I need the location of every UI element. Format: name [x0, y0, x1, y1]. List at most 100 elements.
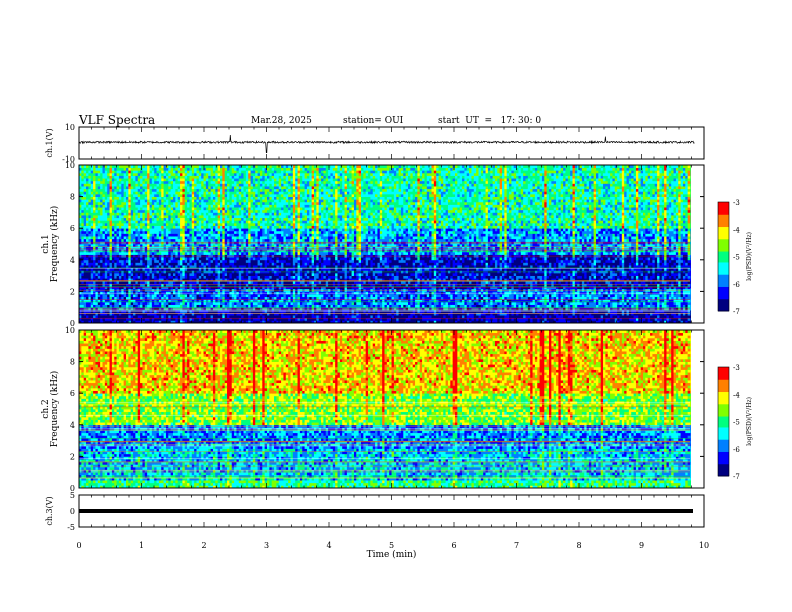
ch1-spec-cell: [204, 178, 207, 181]
ch1-spec-cell: [81, 247, 84, 250]
ch1-spec-cell: [199, 186, 202, 189]
ch1-spec-cell: [81, 297, 84, 300]
ch1-spec-cell: [150, 186, 153, 189]
ch1-spec-cell: [222, 191, 225, 194]
ch1-spec-cell: [239, 233, 242, 236]
ch1-spec-cell: [244, 223, 247, 226]
ch1-spec-cell: [112, 197, 115, 200]
ch1-spec-cell: [185, 305, 188, 308]
ch1-spec-cell: [154, 183, 157, 186]
ch1-spec-cell: [154, 168, 157, 171]
ch1-spec-cell: [145, 170, 148, 173]
ch1-spec-cell: [164, 236, 167, 239]
ch1-spec-cell: [135, 197, 138, 200]
ch1-spec-cell: [225, 239, 228, 242]
ch1-spec-cell: [178, 231, 181, 234]
ch1-spec-cell: [197, 312, 200, 315]
ch1-spec-cell: [182, 236, 185, 239]
ch1-spec-cell: [246, 205, 249, 208]
ch1-spec-cell: [114, 197, 117, 200]
ch1-spec-cell: [171, 178, 174, 181]
ch1-spec-cell: [211, 257, 214, 260]
ch1-spec-cell: [128, 252, 131, 255]
ch1-spec-cell: [199, 302, 202, 305]
ch1-spec-cell: [152, 176, 155, 179]
ch1-spec-cell: [262, 199, 265, 202]
ch1-spec-cell: [253, 178, 256, 181]
ch1-spec-cell: [220, 170, 223, 173]
ch1-spec-cell: [182, 191, 185, 194]
ch1-spec-cell: [126, 233, 129, 236]
ch1-spec-cell: [178, 226, 181, 229]
ch1-spec-cell: [187, 236, 190, 239]
ch1-spec-cell: [166, 186, 169, 189]
ch1-spec-cell: [114, 178, 117, 181]
ch1-spec-cell: [229, 223, 232, 226]
ch1-spec-cell: [255, 262, 258, 265]
ch1-spec-cell: [93, 302, 96, 305]
ch1-spec-cell: [119, 220, 122, 223]
ch1-spec-cell: [178, 252, 181, 255]
ch1-spec-cell: [121, 294, 124, 297]
ch1-spec-cell: [222, 315, 225, 318]
ch1-spec-cell: [232, 215, 235, 218]
ch1-spec-cell: [103, 173, 106, 176]
ch1-spec-cell: [211, 231, 214, 234]
ch1-spec-cell: [131, 262, 134, 265]
ch1-spec-cell: [194, 302, 197, 305]
ch1-spec-cell: [157, 191, 160, 194]
ch1-spec-cell: [84, 315, 87, 318]
ch1-spec-cell: [91, 262, 94, 265]
ch1-spec-cell: [262, 186, 265, 189]
ch1-spec-cell: [145, 239, 148, 242]
ch1-spec-cell: [208, 218, 211, 221]
ch1-spec-cell: [112, 170, 115, 173]
ch1-spec-cell: [98, 197, 101, 200]
ch1-spec-cell: [232, 186, 235, 189]
ch1-spec-cell: [157, 312, 160, 315]
ch1-spec-cell: [244, 186, 247, 189]
ch1-spec-cell: [157, 189, 160, 192]
ch1-spec-cell: [152, 212, 155, 215]
ch1-spec-cell: [239, 186, 242, 189]
ch1-spec-cell: [161, 210, 164, 213]
ch1-spec-cell: [168, 170, 171, 173]
ch1-spec-cell: [112, 273, 115, 276]
ch1-spec-cell: [189, 170, 192, 173]
ch1-spec-cell: [100, 168, 103, 171]
ch1-spec-cell: [175, 257, 178, 260]
ch1-spec-cell: [244, 168, 247, 171]
ch1-spec-cell: [157, 220, 160, 223]
ch1-spec-cell: [128, 197, 131, 200]
ch1-spec-cell: [225, 315, 228, 318]
ch1-spec-cell: [164, 312, 167, 315]
ch1-spec-cell: [84, 215, 87, 218]
ch1-spec-cell: [133, 212, 136, 215]
ch1-spec-cell: [246, 276, 249, 279]
ch1-spec-cell: [232, 273, 235, 276]
ch1-spec-cell: [215, 212, 218, 215]
ch1-spec-cell: [248, 249, 251, 252]
ch1-spec-cell: [117, 228, 120, 231]
ch1-spec-cell: [154, 252, 157, 255]
ch1-spec-cell: [211, 189, 214, 192]
ch1-spec-cell: [201, 223, 204, 226]
ch1-spec-cell: [84, 168, 87, 171]
ch1-spec-cell: [88, 239, 91, 242]
ch1-spec-cell: [244, 236, 247, 239]
ch1-spec-cell: [175, 276, 178, 279]
ch1-spec-cell: [150, 228, 153, 231]
ch1-spec-cell: [124, 178, 127, 181]
ch1-spec-cell: [239, 262, 242, 265]
ch1-spec-cell: [133, 189, 136, 192]
ch1-spec-cell: [91, 294, 94, 297]
ch1-spec-cell: [107, 239, 110, 242]
ch1-spec-cell: [147, 315, 150, 318]
ch1-spec-cell: [213, 207, 216, 210]
ch1-spec-cell: [229, 236, 232, 239]
ch1-spec-cell: [258, 220, 261, 223]
ch1-spec-cell: [135, 205, 138, 208]
ch1-spec-cell: [117, 236, 120, 239]
ch1-spec-cell: [81, 252, 84, 255]
ch1-spec-cell: [171, 194, 174, 197]
